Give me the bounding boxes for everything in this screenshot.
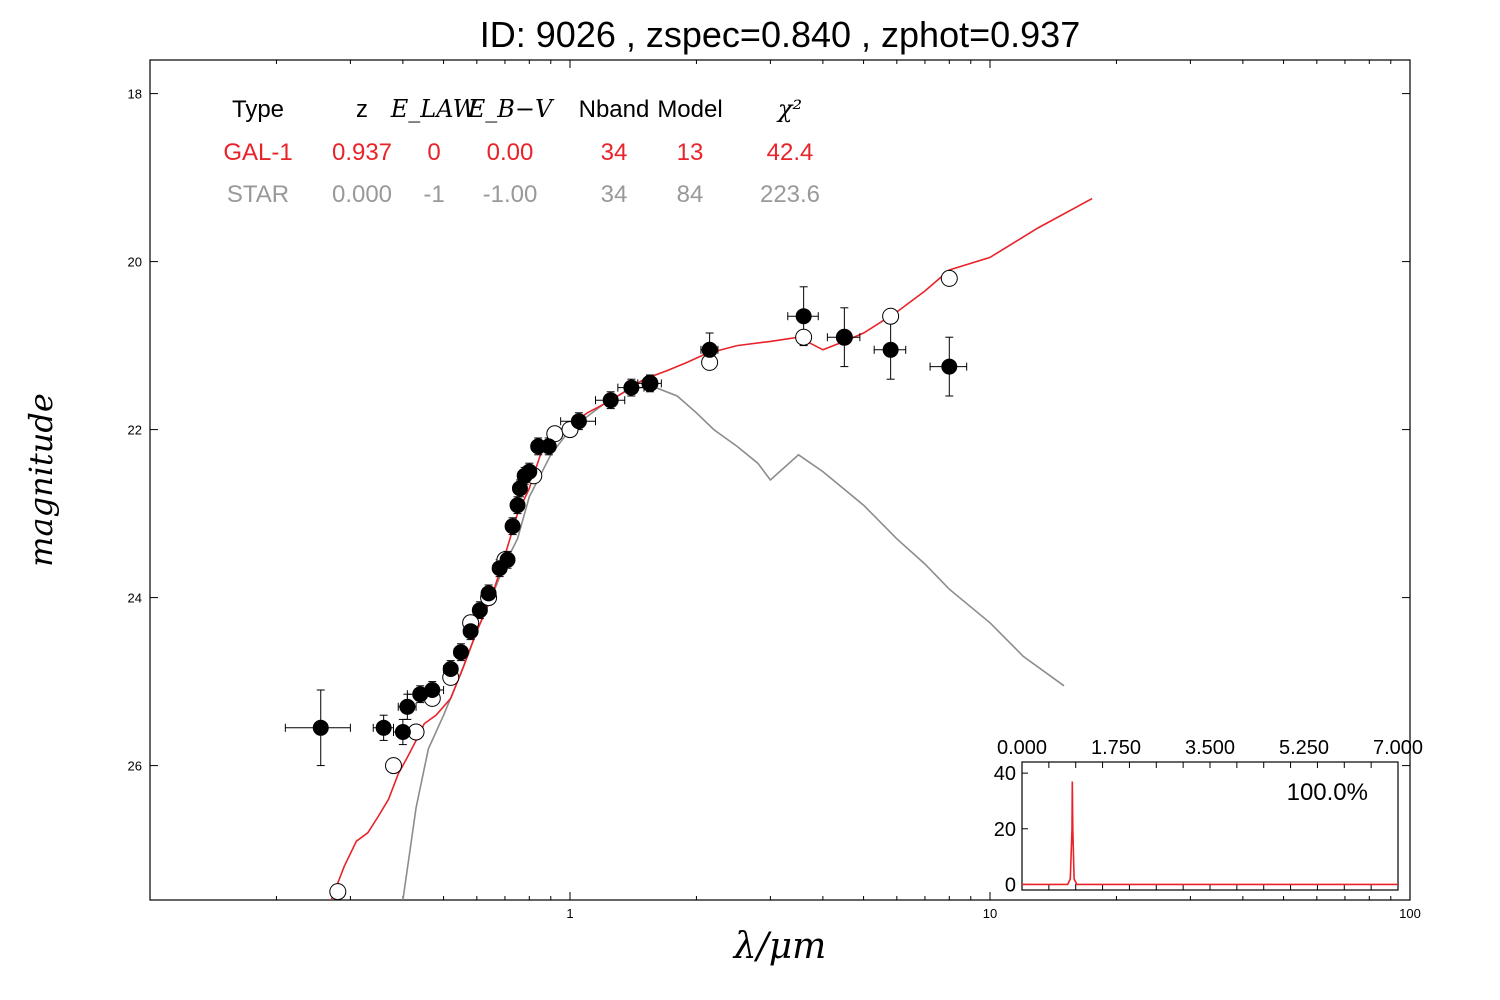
table-cell: -1 bbox=[423, 181, 444, 208]
observed-point bbox=[312, 719, 329, 736]
y-tick-label: 20 bbox=[128, 255, 142, 270]
table-cell: 34 bbox=[601, 139, 628, 166]
observed-point bbox=[480, 585, 497, 602]
observed-point bbox=[602, 392, 619, 409]
table-cell: 0.937 bbox=[332, 139, 392, 166]
galaxy-model-curve bbox=[330, 197, 1093, 901]
observed-point bbox=[701, 341, 718, 358]
table-cell: 223.6 bbox=[760, 181, 820, 208]
model-point bbox=[940, 269, 958, 287]
model-point bbox=[882, 307, 900, 325]
observed-point bbox=[836, 329, 853, 346]
pdf-line bbox=[1022, 781, 1398, 886]
x-axis-label: λ/μm bbox=[732, 926, 826, 967]
y-tick-label: 26 bbox=[128, 759, 142, 774]
y-tick-label: 24 bbox=[128, 591, 142, 606]
observed-point bbox=[623, 379, 640, 396]
observed-point bbox=[471, 602, 488, 619]
observed-point bbox=[795, 308, 812, 325]
main-plot-frame bbox=[149, 59, 1411, 901]
model-point bbox=[329, 883, 347, 901]
inset-y-tick-label: 20 bbox=[994, 819, 1016, 841]
chart-title: ID: 9026 , zspec=0.840 , zphot=0.937 bbox=[479, 14, 1081, 55]
observed-error-bars bbox=[284, 286, 968, 767]
observed-point bbox=[540, 438, 557, 455]
table-header: Nband bbox=[579, 96, 650, 123]
observed-points bbox=[312, 308, 958, 740]
table-header: E_B−V bbox=[467, 95, 555, 123]
model-point bbox=[795, 328, 813, 346]
table-cell: 42.4 bbox=[767, 139, 814, 166]
table-cell: GAL-1 bbox=[223, 139, 292, 166]
table-header: E_LAW bbox=[390, 95, 480, 123]
observed-point bbox=[399, 698, 416, 715]
observed-point bbox=[509, 497, 526, 514]
table-cell: 13 bbox=[677, 139, 704, 166]
inset-x-tick-label: 3.500 bbox=[1185, 737, 1235, 759]
inset-pdf-curve bbox=[1022, 781, 1398, 886]
y-tick-label: 18 bbox=[128, 87, 142, 102]
main-axis-ticks: 1 10 100 18 20 22 24 26 bbox=[128, 60, 1421, 921]
table-cell: 0.000 bbox=[332, 181, 392, 208]
observed-point bbox=[394, 724, 411, 740]
star-line bbox=[402, 386, 1065, 901]
galaxy-line bbox=[330, 197, 1093, 901]
inset-x-tick-label: 1.750 bbox=[1091, 737, 1141, 759]
model-point bbox=[385, 757, 403, 775]
inset-y-tick-label: 0 bbox=[1005, 874, 1016, 896]
inset-annotation: 100.0% bbox=[1287, 779, 1368, 806]
observed-point bbox=[499, 551, 516, 568]
table-header: Type bbox=[232, 96, 284, 123]
observed-point bbox=[570, 413, 587, 430]
table-cell: STAR bbox=[227, 181, 289, 208]
observed-point bbox=[424, 682, 441, 698]
table-header: z bbox=[356, 96, 368, 123]
observed-point bbox=[521, 463, 538, 480]
observed-point bbox=[375, 719, 392, 736]
inset-y-tick-label: 40 bbox=[994, 763, 1016, 785]
inset-axis-ticks: 0.000 1.750 3.500 5.250 7.000 0 20 40 bbox=[994, 737, 1423, 896]
observed-point bbox=[504, 518, 521, 535]
model-magnitude-points bbox=[329, 269, 958, 901]
inset-x-tick-label: 0.000 bbox=[997, 737, 1047, 759]
y-axis-label: magnitude bbox=[22, 393, 60, 567]
table-cell: 84 bbox=[677, 181, 704, 208]
x-tick-label: 100 bbox=[1399, 906, 1421, 921]
table-cell: -1.00 bbox=[483, 181, 538, 208]
observed-point bbox=[941, 358, 958, 375]
table-cell: 34 bbox=[601, 181, 628, 208]
observed-point bbox=[442, 661, 459, 677]
x-tick-label: 10 bbox=[983, 906, 997, 921]
observed-point bbox=[462, 623, 479, 640]
table-cell: 0 bbox=[427, 139, 440, 166]
star-model-curve bbox=[402, 386, 1065, 901]
observed-point bbox=[882, 341, 899, 358]
observed-point bbox=[452, 644, 469, 661]
table-header: Model bbox=[657, 96, 722, 123]
y-tick-label: 22 bbox=[128, 423, 142, 438]
inset-frame bbox=[1021, 761, 1399, 891]
x-tick-label: 1 bbox=[566, 906, 573, 921]
inset-x-tick-label: 5.250 bbox=[1279, 737, 1329, 759]
table-header: χ² bbox=[776, 95, 802, 123]
inset-x-tick-label: 7.000 bbox=[1373, 737, 1423, 759]
observed-point bbox=[641, 375, 658, 392]
table-cell: 0.00 bbox=[487, 139, 534, 166]
pdf-inset: 0.000 1.750 3.500 5.250 7.000 0 20 40 100.0% bbox=[994, 737, 1423, 896]
